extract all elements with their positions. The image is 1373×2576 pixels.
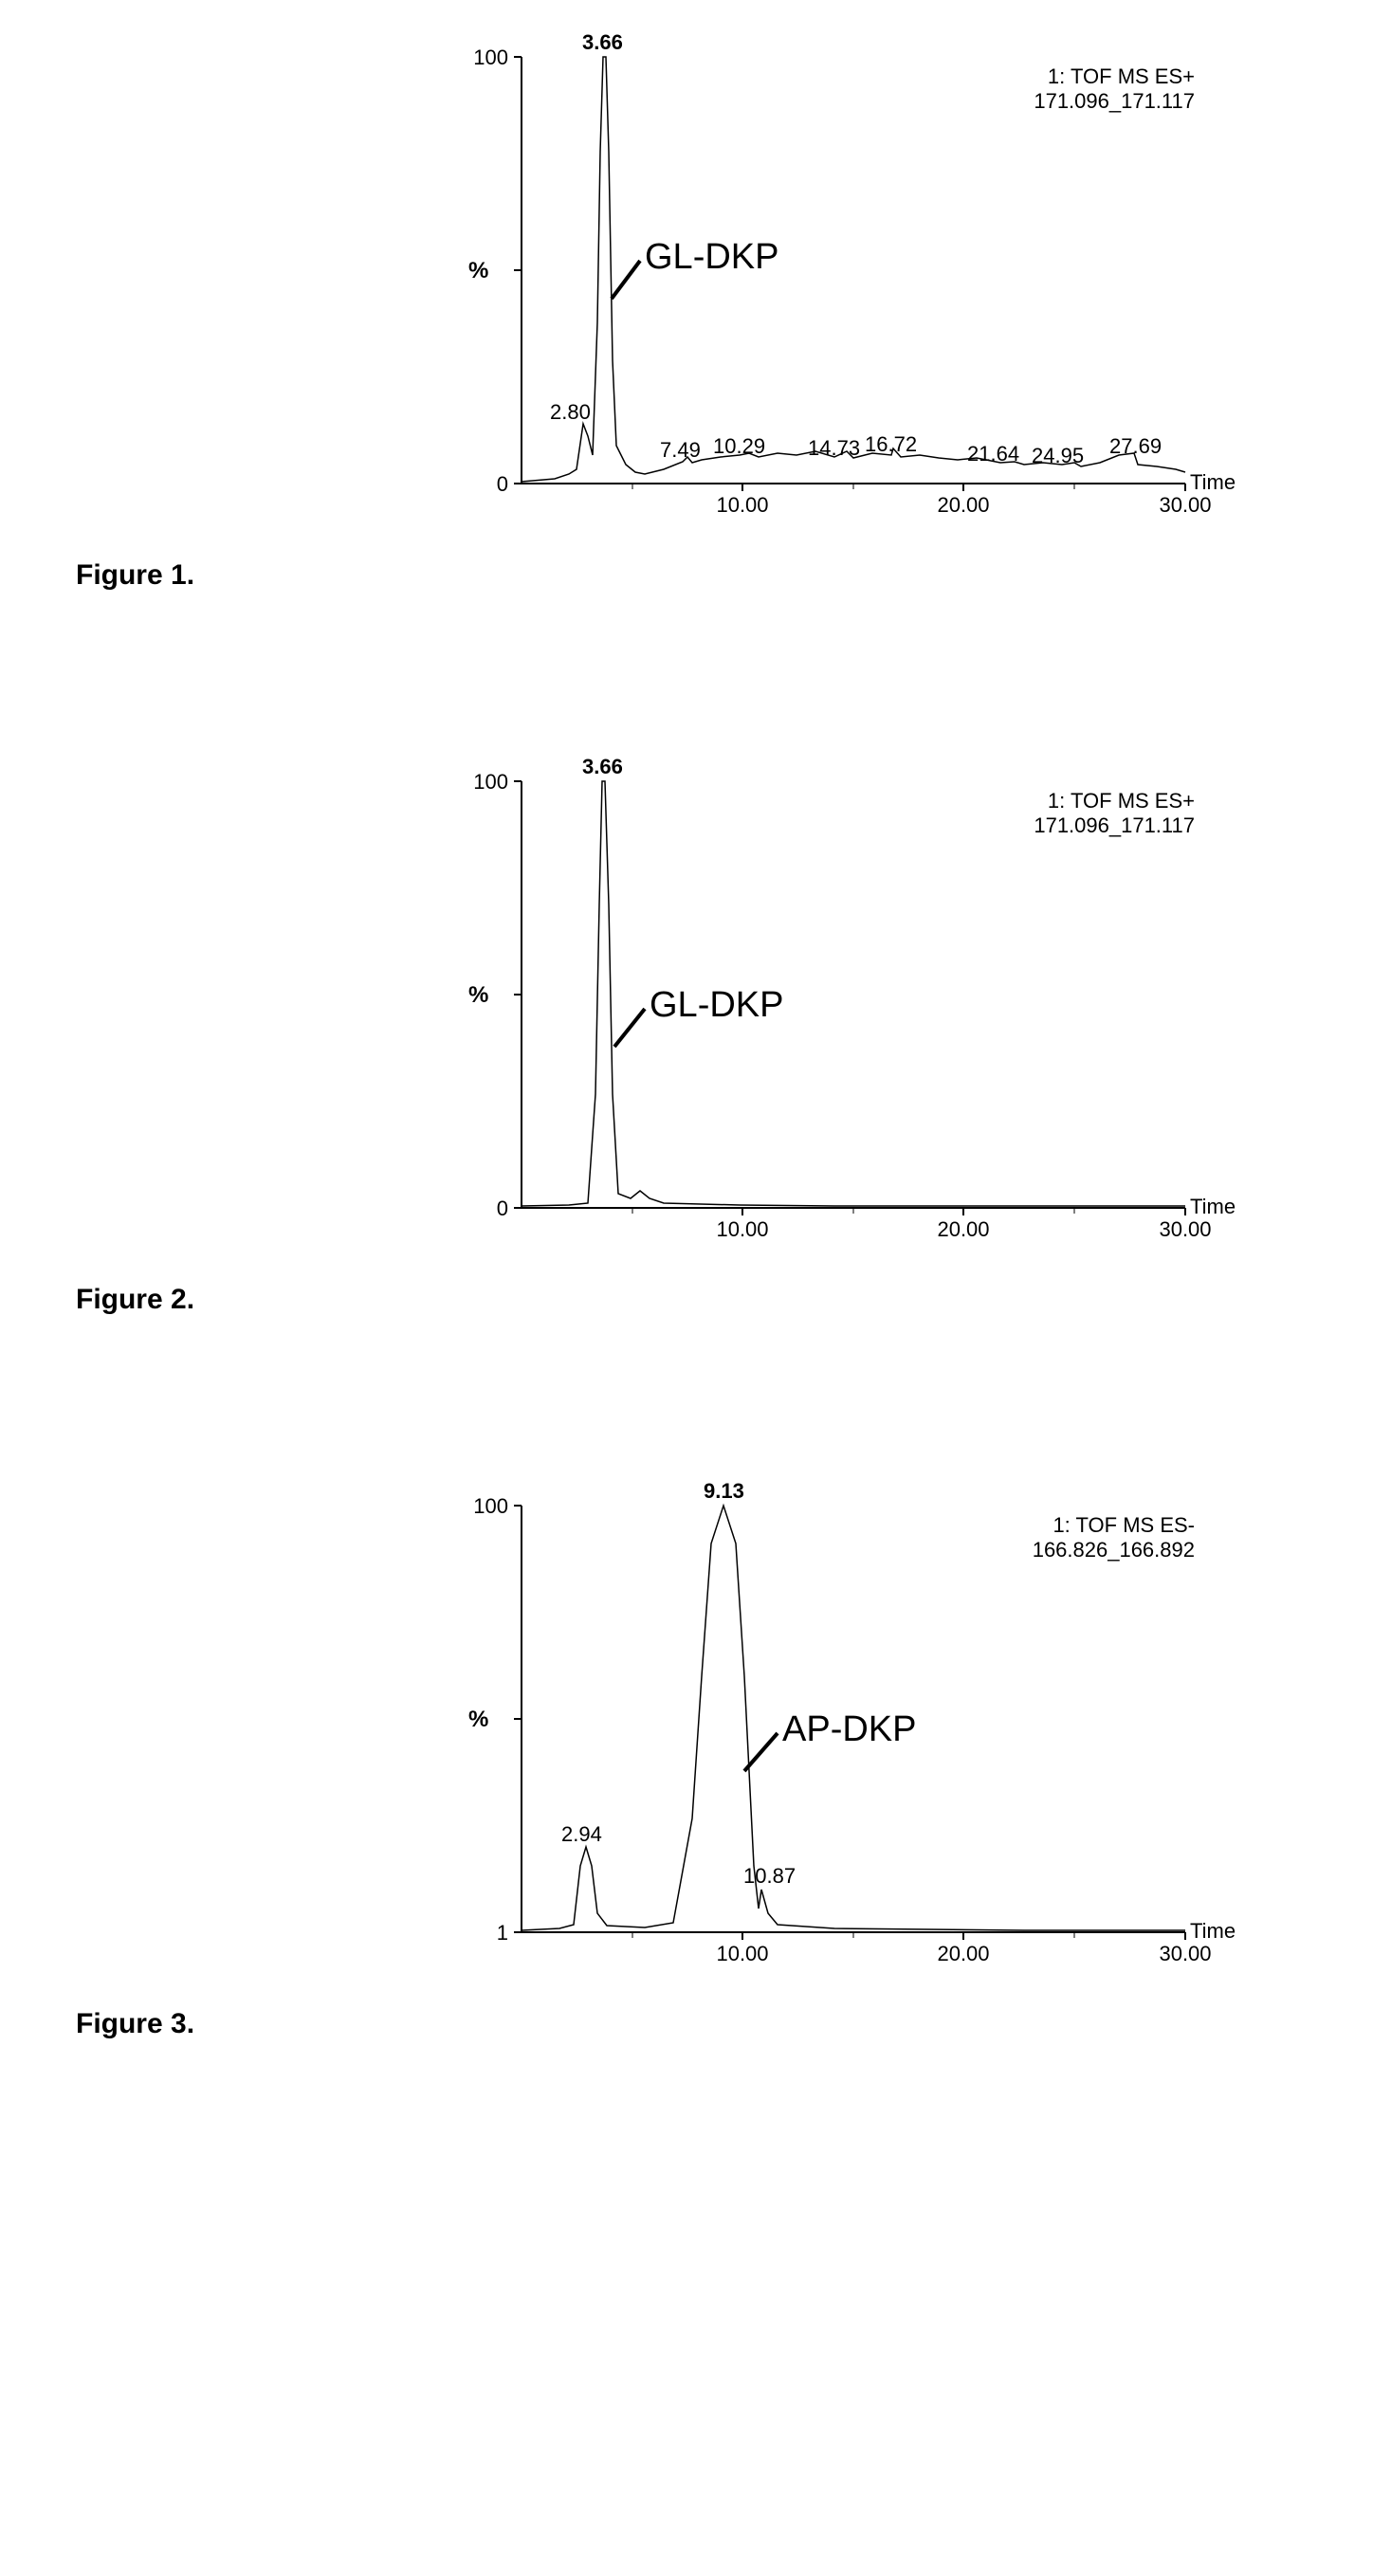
chart-1: 100 0 % 10.00 20.00 30.00 Time 3.66 2.80… [455, 38, 1214, 531]
ytick-0: 0 [461, 1197, 508, 1221]
peak-10.29: 10.29 [713, 434, 765, 459]
instrument-line1: 1: TOF MS ES- [1033, 1513, 1195, 1538]
peak-27.69: 27.69 [1109, 434, 1162, 459]
ytick-100: 100 [461, 770, 508, 795]
main-peak-label: 9.13 [704, 1479, 744, 1504]
ytick-100: 100 [461, 46, 508, 70]
main-peak-label: 3.66 [582, 30, 623, 55]
peak-24.95: 24.95 [1032, 444, 1084, 468]
main-peak-label: 3.66 [582, 755, 623, 779]
xtick-30: 30.00 [1157, 493, 1214, 518]
xtick-30: 30.00 [1157, 1942, 1214, 1966]
xtick-30: 30.00 [1157, 1217, 1214, 1242]
page: 100 0 % 10.00 20.00 30.00 Time 3.66 2.80… [38, 38, 1335, 2040]
figure-2: 100 0 % 10.00 20.00 30.00 Time 3.66 GL-D… [38, 762, 1335, 1316]
figure-3-caption: Figure 3. [76, 2008, 1335, 2040]
instrument-line2: 166.826_166.892 [1033, 1538, 1195, 1562]
annotation-gl-dkp: GL-DKP [650, 985, 783, 1026]
xtick-10: 10.00 [714, 1217, 771, 1242]
figure-1: 100 0 % 10.00 20.00 30.00 Time 3.66 2.80… [38, 38, 1335, 592]
xtick-20: 20.00 [935, 493, 992, 518]
xtick-10: 10.00 [714, 493, 771, 518]
ytick-1: 1 [461, 1921, 508, 1946]
xtick-10: 10.00 [714, 1942, 771, 1966]
instrument-label: 1: TOF MS ES+ 171.096_171.117 [1034, 64, 1195, 115]
xlabel: Time [1190, 1919, 1236, 1944]
peak-21.64: 21.64 [967, 442, 1019, 466]
ytick-0: 0 [461, 472, 508, 497]
instrument-line1: 1: TOF MS ES+ [1034, 789, 1195, 813]
instrument-label: 1: TOF MS ES+ 171.096_171.117 [1034, 789, 1195, 839]
peak-16.72: 16.72 [865, 432, 917, 457]
ylabel: % [468, 258, 488, 284]
instrument-line1: 1: TOF MS ES+ [1034, 64, 1195, 89]
annotation-ap-dkp: AP-DKP [782, 1709, 916, 1750]
ylabel: % [468, 982, 488, 1009]
peak-2.80: 2.80 [550, 400, 591, 425]
chart-3: 100 1 % 10.00 20.00 30.00 Time 9.13 2.94… [455, 1487, 1214, 1980]
annotation-gl-dkp: GL-DKP [645, 237, 778, 278]
figure-1-caption: Figure 1. [76, 559, 1335, 592]
ytick-100: 100 [461, 1494, 508, 1519]
xtick-20: 20.00 [935, 1217, 992, 1242]
xlabel: Time [1190, 470, 1236, 495]
peak-2.94: 2.94 [561, 1822, 602, 1847]
figure-3: 100 1 % 10.00 20.00 30.00 Time 9.13 2.94… [38, 1487, 1335, 2040]
xtick-20: 20.00 [935, 1942, 992, 1966]
peak-10.87: 10.87 [743, 1864, 796, 1889]
xlabel: Time [1190, 1195, 1236, 1219]
chart-2: 100 0 % 10.00 20.00 30.00 Time 3.66 GL-D… [455, 762, 1214, 1255]
instrument-line2: 171.096_171.117 [1034, 813, 1195, 838]
peak-14.73: 14.73 [808, 436, 860, 461]
peak-7.49: 7.49 [660, 438, 701, 463]
instrument-line2: 171.096_171.117 [1034, 89, 1195, 114]
ylabel: % [468, 1707, 488, 1733]
figure-2-caption: Figure 2. [76, 1284, 1335, 1316]
instrument-label: 1: TOF MS ES- 166.826_166.892 [1033, 1513, 1195, 1563]
